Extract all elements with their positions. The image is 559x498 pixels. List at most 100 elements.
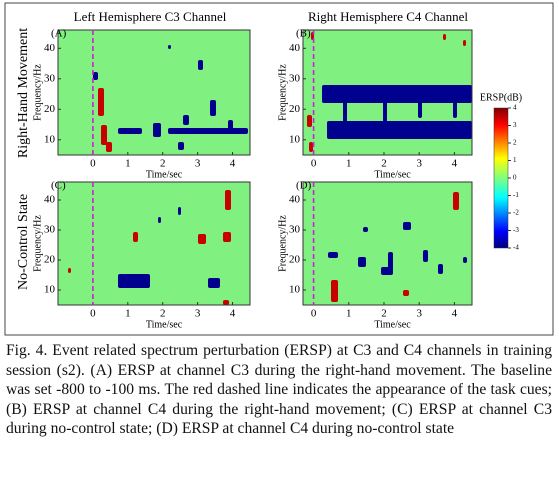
row-title: Right-Hand Movement: [16, 28, 31, 158]
heatmap-background: [58, 182, 250, 305]
heatmap-blob: [228, 120, 233, 134]
y-tick-label: 30: [44, 72, 56, 84]
heatmap-blob: [198, 60, 203, 70]
y-tick-label: 20: [289, 103, 301, 115]
heatmap-blob: [309, 142, 313, 152]
colorbar-tick-label: 4: [513, 104, 517, 112]
y-tick-label: 20: [44, 254, 56, 266]
heatmap-blob: [383, 100, 387, 122]
y-tick-label: 30: [289, 72, 301, 84]
heatmap-blob: [93, 72, 98, 80]
heatmap-blob: [68, 268, 71, 273]
x-axis-label: Time/sec: [146, 169, 183, 180]
heatmap-blob: [98, 88, 104, 116]
column-title: Right Hemisphere C4 Channel: [308, 9, 468, 24]
heatmap-background: [303, 182, 472, 305]
heatmap-blob: [133, 232, 138, 242]
heatmap-blob: [403, 290, 409, 296]
heatmap-blob: [106, 142, 112, 152]
heatmap-blob: [307, 115, 312, 127]
y-tick-label: 10: [44, 284, 56, 296]
heatmap-blob: [118, 274, 150, 288]
x-tick-label: 0: [90, 308, 96, 320]
colorbar-tick-label: 2: [513, 139, 517, 147]
y-tick-label: 10: [44, 133, 56, 145]
y-axis-label: Frequency/Hz: [32, 215, 43, 272]
x-tick-label: 2: [160, 308, 166, 320]
heatmap-blob: [198, 234, 206, 244]
heatmap-blob: [101, 125, 107, 145]
panel-frame: [302, 29, 473, 156]
colorbar-tick-label: -2: [513, 209, 519, 217]
caption: Fig. 4. Event related spectrum perturbat…: [6, 342, 552, 438]
colorbar-tick-label: -1: [513, 191, 519, 199]
heatmap-blob: [423, 250, 428, 262]
x-tick-label: 4: [452, 308, 458, 320]
heatmap-blob: [168, 128, 248, 134]
y-axis-label: Frequency/Hz: [32, 64, 43, 121]
heatmap-blob: [363, 227, 368, 232]
x-tick-label: 1: [125, 158, 131, 170]
panel-label: (A): [51, 28, 67, 40]
y-tick-label: 10: [289, 133, 301, 145]
heatmap-blob: [178, 207, 181, 215]
heatmap-blob: [463, 40, 466, 46]
panel-label: (D): [296, 180, 312, 192]
x-tick-label: 3: [416, 158, 422, 170]
heatmap-blob: [223, 300, 229, 305]
x-tick-label: 3: [195, 158, 201, 170]
panel-label: (B): [296, 28, 311, 40]
colorbar-tick-label: 1: [513, 156, 517, 164]
heatmap-blob: [418, 100, 422, 118]
x-axis-label: Time/sec: [374, 319, 411, 330]
y-tick-label: 40: [44, 194, 56, 206]
x-tick-label: 3: [195, 308, 201, 320]
heatmap-blob: [331, 280, 338, 302]
x-tick-label: 4: [230, 158, 236, 170]
panel-label: (C): [51, 180, 66, 192]
y-tick-label: 20: [44, 103, 56, 115]
colorbar-tick-label: -4: [513, 244, 519, 252]
heatmap-blob: [322, 85, 472, 103]
x-tick-label: 3: [416, 308, 422, 320]
heatmap-blob: [327, 121, 472, 139]
x-tick-label: 4: [230, 308, 236, 320]
x-tick-label: 1: [346, 158, 352, 170]
heatmap-blob: [358, 257, 366, 267]
y-tick-label: 40: [289, 194, 301, 206]
y-axis-label: Frequency/Hz: [277, 215, 288, 272]
colorbar-tick-label: 0: [513, 174, 517, 182]
row-title: No-Control State: [16, 194, 31, 290]
heatmap-blob: [388, 252, 393, 270]
heatmap-blob: [223, 232, 231, 242]
colorbar-tick-label: -3: [513, 226, 519, 234]
heatmap-blob: [178, 142, 184, 150]
y-tick-label: 40: [44, 42, 56, 54]
heatmap-blob: [343, 100, 347, 122]
x-tick-label: 1: [125, 308, 131, 320]
heatmap-blob: [438, 264, 443, 274]
colorbar-tick-label: 3: [513, 121, 517, 129]
heatmap-blob: [168, 45, 171, 49]
x-tick-label: 0: [311, 308, 317, 320]
x-tick-label: 4: [452, 158, 458, 170]
y-tick-label: 30: [289, 224, 301, 236]
y-tick-label: 30: [44, 224, 56, 236]
heatmap-blob: [118, 128, 142, 134]
column-title: Left Hemisphere C3 Channel: [74, 9, 227, 24]
heatmap-blob: [210, 100, 216, 116]
heatmap-blob: [225, 190, 231, 210]
heatmap-blob: [208, 278, 220, 288]
x-axis-label: Time/sec: [374, 169, 411, 180]
x-tick-label: 0: [311, 158, 317, 170]
x-axis-label: Time/sec: [146, 319, 183, 330]
x-tick-label: 2: [381, 158, 387, 170]
x-tick-label: 0: [90, 158, 96, 170]
panel-frame: [57, 29, 251, 156]
panel-frame: [57, 181, 251, 306]
heatmap-blob: [328, 252, 338, 258]
heatmap-blob: [443, 34, 446, 40]
y-tick-label: 20: [289, 254, 301, 266]
heatmap-blob: [463, 257, 467, 263]
